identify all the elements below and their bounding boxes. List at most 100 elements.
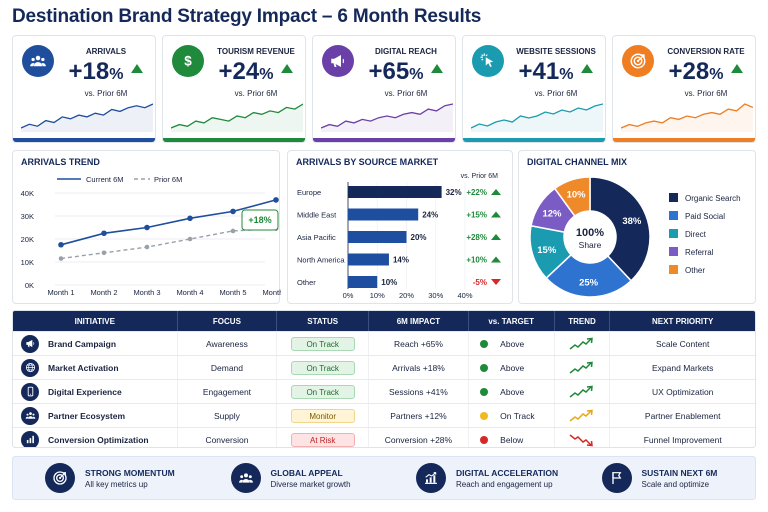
initiative-cell: Market Activation	[13, 356, 178, 379]
target-label: Above	[500, 338, 525, 349]
summary-title: GLOBAL APPEAL	[270, 467, 343, 478]
target-status-dot	[480, 411, 489, 420]
donut-center-label: Share	[579, 240, 602, 250]
initiative-cell: Conversion Optimization	[13, 428, 178, 447]
table-header: INITIATIVE FOCUS STATUS 6M IMPACT vs. TARGET…	[13, 311, 755, 331]
column-header: FOCUS	[178, 311, 278, 331]
kpi-card: ARRIVALS +18% vs. Prior 6M	[12, 35, 156, 143]
bar	[348, 186, 442, 198]
next-priority-cell: Expand Markets	[652, 362, 714, 373]
summary-footer: STRONG MOMENTUM All key metrics up GLOBAL …	[12, 456, 756, 500]
growth-chart-icon	[425, 472, 437, 484]
kpi-label: TOURISM REVENUE	[217, 47, 295, 56]
kpi-accent-bar	[613, 138, 755, 142]
up-arrow-icon	[491, 189, 501, 195]
people-icon	[25, 412, 35, 419]
x-tick-label: Month 1	[47, 288, 74, 297]
table-row: Digital Experience Engagement On Track Sess…	[13, 379, 755, 403]
y-tick-label: 20K	[21, 235, 34, 244]
status-badge: On Track	[290, 384, 355, 399]
focus-cell: Conversion	[178, 428, 278, 447]
kpi-subtext: vs. Prior 6M	[84, 89, 128, 98]
target-status-dot	[480, 363, 489, 372]
bar-value-label: 20%	[411, 233, 427, 242]
kpi-value-unit: %	[709, 66, 724, 83]
kpi-value-unit: %	[109, 66, 124, 83]
kpi-value-number: +41	[518, 58, 560, 85]
summary-item: STRONG MOMENTUM All key metrics up	[13, 457, 199, 499]
bar-value-label: 32%	[446, 188, 462, 197]
next-priority-cell: UX Optimization	[652, 386, 714, 397]
kpi-subtext: vs. Prior 6M	[384, 89, 428, 98]
kpi-subtext: vs. Prior 6M	[534, 89, 578, 98]
up-arrow-icon	[281, 64, 294, 73]
people-icon	[30, 55, 46, 67]
megaphone-icon	[25, 339, 34, 348]
arrivals-trend-chart: 0K 10K 20K 30K 40K Month 1 Month 2 Month 3 Month…	[21, 175, 281, 297]
legend-prior: Prior 6M	[154, 175, 182, 184]
initiative-icon-badge	[21, 358, 39, 377]
target-cell: Below	[469, 428, 555, 447]
kpi-value: +18%	[61, 58, 151, 86]
column-header: INITIATIVE	[13, 311, 178, 331]
next-priority-cell: Partner Enablement	[644, 410, 721, 421]
target-label: On Track	[500, 410, 535, 421]
kpi-accent-bar	[313, 138, 455, 142]
summary-text: GLOBAL APPEAL Diverse market growth	[271, 468, 351, 489]
kpi-card: WEBSITE SESSIONS +41% vs. Prior 6M	[462, 35, 606, 143]
sparkline-line	[321, 103, 453, 129]
kpi-value-unit: %	[409, 66, 424, 83]
data-point	[58, 256, 64, 261]
legend-swatch	[669, 193, 678, 202]
data-point	[230, 208, 236, 215]
sparkline-line	[171, 103, 303, 129]
slice-label: 15%	[537, 245, 557, 256]
trend-up-icon	[569, 361, 593, 374]
table-body: Brand Campaign Awareness On Track Reach +65…	[13, 331, 755, 447]
x-tick-label: 40%	[457, 291, 472, 300]
market-label: Middle East	[297, 211, 337, 220]
kpi-value: +24%	[211, 58, 301, 86]
legend-label: Direct	[685, 230, 707, 239]
table-row: Conversion Optimization Conversion At Risk…	[13, 427, 755, 447]
x-tick-label: Month 6	[262, 288, 281, 297]
x-tick-label: 20%	[399, 291, 414, 300]
donut-slice	[553, 176, 591, 218]
initiative-cell: Partner Ecosystem	[13, 404, 178, 427]
y-tick-label: 30K	[21, 212, 34, 221]
kpi-value-number: +28	[668, 58, 710, 85]
kpi-icon-badge	[622, 45, 654, 77]
next-priority-cell: Scale Content	[656, 338, 710, 349]
legend-label: Paid Social	[685, 212, 725, 221]
kpi-accent-bar	[13, 138, 155, 142]
globe-icon	[25, 362, 35, 373]
kpi-icon-badge	[472, 45, 504, 77]
impact-cell: Reach +65%	[369, 332, 469, 355]
summary-icon-badge	[601, 463, 632, 493]
summary-subtitle: Diverse market growth	[270, 479, 351, 489]
initiative-cell: Digital Experience	[13, 380, 178, 403]
up-arrow-icon	[581, 64, 594, 73]
target-cell: Above	[469, 332, 555, 355]
kpi-value-number: +24	[218, 58, 260, 85]
summary-subtitle: All key metrics up	[85, 479, 148, 489]
summary-item: GLOBAL APPEAL Diverse market growth	[199, 457, 385, 499]
impact-cell: Conversion +28%	[369, 428, 469, 447]
legend-current: Current 6M	[86, 175, 124, 184]
focus-cell: Supply	[178, 404, 278, 427]
focus-cell: Awareness	[178, 332, 278, 355]
channel-mix-chart: 38% 25% 15% 12% 10% 100%Share Organic Search Pa…	[529, 176, 741, 298]
status-badge: On Track	[290, 336, 355, 351]
table-row: Partner Ecosystem Supply Monitor Partners +…	[13, 403, 755, 427]
y-tick-label: 40K	[21, 189, 34, 198]
up-arrow-icon	[131, 64, 144, 73]
initiative-icon-badge	[21, 430, 39, 447]
cursor-click-icon	[480, 53, 494, 67]
focus-cell: Demand	[178, 356, 278, 379]
status-badge: On Track	[290, 360, 355, 375]
status-cell: Monitor	[277, 404, 370, 427]
market-label: Asia Pacific	[297, 233, 336, 242]
summary-icon-badge	[416, 463, 446, 493]
target-status-dot	[480, 435, 489, 444]
kpi-label: WEBSITE SESSIONS	[516, 47, 596, 56]
